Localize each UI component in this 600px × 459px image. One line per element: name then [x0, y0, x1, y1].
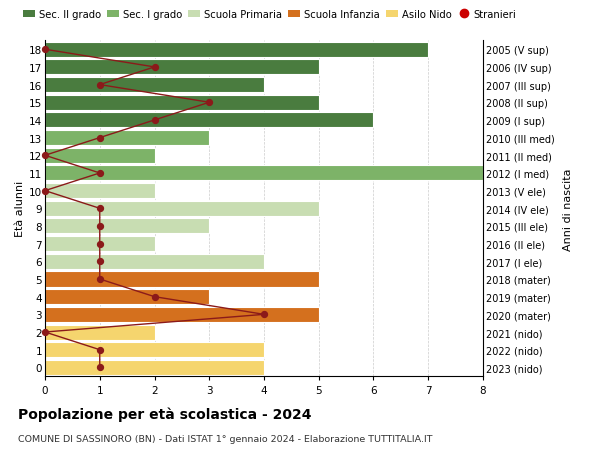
Point: [95, 276, 104, 283]
Bar: [45, 325, 155, 340]
Bar: [45, 166, 483, 181]
Point: [150, 293, 160, 301]
Text: Popolazione per età scolastica - 2024: Popolazione per età scolastica - 2024: [18, 406, 311, 421]
Text: COMUNE DI SASSINORO (BN) - Dati ISTAT 1° gennaio 2024 - Elaborazione TUTTITALIA.: COMUNE DI SASSINORO (BN) - Dati ISTAT 1°…: [18, 434, 433, 443]
Point: [150, 117, 160, 124]
Point: [95, 241, 104, 248]
Bar: [45, 95, 319, 111]
Point: [95, 82, 104, 89]
Point: [95, 170, 104, 177]
Y-axis label: Età alunni: Età alunni: [15, 181, 25, 237]
Point: [259, 311, 269, 319]
Point: [150, 64, 160, 72]
Bar: [45, 254, 264, 269]
Point: [95, 223, 104, 230]
Bar: [45, 342, 264, 358]
Bar: [45, 202, 319, 216]
Bar: [45, 184, 155, 199]
Bar: [45, 290, 209, 304]
Bar: [45, 60, 319, 75]
Bar: [45, 131, 209, 146]
Point: [40, 188, 50, 195]
Legend: Sec. II grado, Sec. I grado, Scuola Primaria, Scuola Infanzia, Asilo Nido, Stran: Sec. II grado, Sec. I grado, Scuola Prim…: [23, 10, 517, 20]
Bar: [45, 78, 264, 93]
Point: [40, 329, 50, 336]
Bar: [45, 360, 264, 375]
Bar: [45, 113, 373, 128]
Point: [95, 258, 104, 265]
Point: [95, 134, 104, 142]
Bar: [45, 43, 428, 58]
Bar: [45, 237, 155, 252]
Y-axis label: Anni di nascita: Anni di nascita: [563, 168, 573, 250]
Point: [205, 99, 214, 106]
Bar: [45, 307, 319, 322]
Point: [95, 205, 104, 213]
Point: [40, 46, 50, 54]
Point: [95, 364, 104, 371]
Bar: [45, 219, 209, 234]
Bar: [45, 272, 319, 287]
Point: [40, 152, 50, 160]
Bar: [45, 148, 155, 163]
Point: [95, 346, 104, 353]
